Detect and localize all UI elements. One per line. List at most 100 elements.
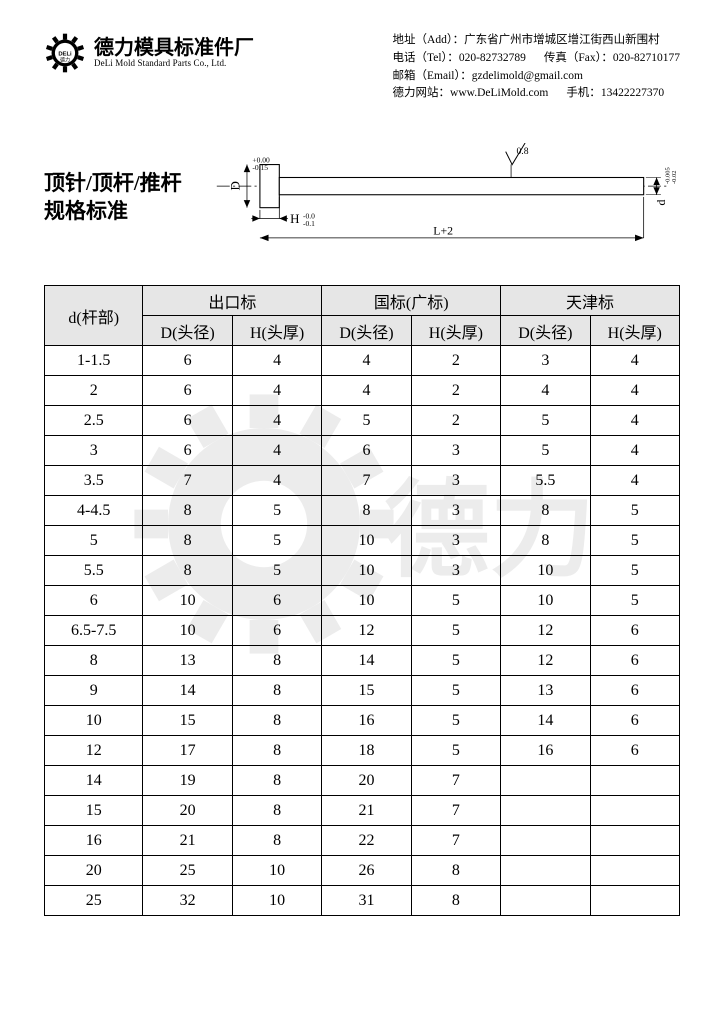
cell-g1H: 6 [232, 616, 321, 646]
cell-g3D: 10 [501, 556, 590, 586]
cell-g2H: 3 [411, 496, 500, 526]
cell-g2D: 12 [322, 616, 411, 646]
cell-g3H: 4 [590, 406, 679, 436]
company-name-en: DeLi Mold Standard Parts Co., Ltd. [94, 59, 254, 69]
cell-g3D: 14 [501, 706, 590, 736]
spec-table: d(杆部) 出口标 国标(广标) 天津标 D(头径) H(头厚) D(头径) H… [44, 285, 680, 916]
cell-g3H: 6 [590, 676, 679, 706]
cell-g3D [501, 856, 590, 886]
cell-g1D: 25 [143, 856, 232, 886]
cell-g2H: 5 [411, 586, 500, 616]
cell-g3H: 5 [590, 496, 679, 526]
cell-d: 10 [45, 706, 143, 736]
cell-g1H: 4 [232, 406, 321, 436]
table-row: 1-1.5644234 [45, 346, 680, 376]
fax: 020-82710177 [613, 52, 680, 64]
gear-logo-icon: DELi 德力 [44, 32, 86, 74]
cell-g2H: 2 [411, 346, 500, 376]
cell-g1D: 20 [143, 796, 232, 826]
cell-g2D: 21 [322, 796, 411, 826]
cell-g1H: 8 [232, 676, 321, 706]
cell-d: 6.5-7.5 [45, 616, 143, 646]
cell-g3H: 4 [590, 346, 679, 376]
cell-g3D [501, 826, 590, 856]
cell-g3D: 16 [501, 736, 590, 766]
cell-g3D: 5 [501, 406, 590, 436]
diagram-L-label: L+2 [433, 224, 453, 238]
th-g1H: H(头厚) [232, 316, 321, 346]
cell-g3H [590, 886, 679, 916]
cell-g3D: 5 [501, 436, 590, 466]
th-g2: 国标(广标) [322, 286, 501, 316]
cell-g1D: 8 [143, 556, 232, 586]
cell-g2H: 3 [411, 526, 500, 556]
title-line2: 规格标准 [44, 197, 182, 225]
address-label: 地址（Add）： [393, 34, 465, 46]
table-row: 4-4.5858385 [45, 496, 680, 526]
cell-g1H: 8 [232, 826, 321, 856]
tel-label: 电话（Tel）： [393, 52, 459, 64]
web-label: 德力网站： [393, 87, 451, 99]
table-row: 3646354 [45, 436, 680, 466]
cell-g2D: 20 [322, 766, 411, 796]
diagram-H-lower: -0.1 [303, 219, 315, 228]
cell-g2H: 8 [411, 886, 500, 916]
cell-g2D: 6 [322, 436, 411, 466]
table-row: 14198207 [45, 766, 680, 796]
cell-g3D [501, 766, 590, 796]
table-row: 2644244 [45, 376, 680, 406]
cell-g1D: 6 [143, 346, 232, 376]
table-row: 5.585103105 [45, 556, 680, 586]
cell-g2H: 5 [411, 706, 500, 736]
th-g2H: H(头厚) [411, 316, 500, 346]
cell-d: 3 [45, 436, 143, 466]
cell-g3H: 4 [590, 436, 679, 466]
th-d: d(杆部) [45, 286, 143, 346]
email-label: 邮箱（Email）： [393, 70, 472, 82]
table-row: 202510268 [45, 856, 680, 886]
cell-g1H: 4 [232, 376, 321, 406]
cell-d: 16 [45, 826, 143, 856]
cell-g3D: 10 [501, 586, 590, 616]
cell-d: 8 [45, 646, 143, 676]
cell-g2H: 8 [411, 856, 500, 886]
cell-g3H: 5 [590, 586, 679, 616]
cell-g1D: 10 [143, 616, 232, 646]
cell-g2H: 2 [411, 406, 500, 436]
cell-g3H [590, 826, 679, 856]
cell-d: 5.5 [45, 556, 143, 586]
cell-g2H: 5 [411, 736, 500, 766]
cell-g3H [590, 766, 679, 796]
cell-g1D: 15 [143, 706, 232, 736]
cell-g1D: 6 [143, 406, 232, 436]
cell-g3H: 6 [590, 736, 679, 766]
cell-g1H: 5 [232, 556, 321, 586]
contact-block: 地址（Add）：广东省广州市增城区增江街西山新围村 电话（Tel）：020-82… [393, 32, 680, 103]
table-row: 10158165146 [45, 706, 680, 736]
cell-g1D: 6 [143, 376, 232, 406]
ejector-pin-diagram: D +0.00 -0.15 H -0.0 -0.1 L+2 d - [206, 143, 680, 251]
cell-g2D: 10 [322, 556, 411, 586]
cell-g3H: 6 [590, 646, 679, 676]
cell-g2D: 4 [322, 376, 411, 406]
table-row: 9148155136 [45, 676, 680, 706]
diagram-roughness: 0.8 [516, 146, 528, 157]
cell-g3D: 8 [501, 526, 590, 556]
cell-g3D [501, 886, 590, 916]
cell-g1H: 4 [232, 346, 321, 376]
cell-g2H: 7 [411, 826, 500, 856]
cell-g2D: 10 [322, 586, 411, 616]
cell-d: 3.5 [45, 466, 143, 496]
diagram-D-label: D [227, 181, 242, 190]
logo-block: DELi 德力 德力模具标准件厂 DeLi Mold Standard Part… [44, 32, 254, 74]
cell-g2H: 7 [411, 766, 500, 796]
table-row: 2.5645254 [45, 406, 680, 436]
diagram-H-label: H [290, 211, 299, 226]
cell-g1H: 4 [232, 436, 321, 466]
cell-g2H: 5 [411, 616, 500, 646]
cell-d: 20 [45, 856, 143, 886]
cell-g3H: 6 [590, 706, 679, 736]
cell-g2D: 8 [322, 496, 411, 526]
cell-g2D: 10 [322, 526, 411, 556]
cell-g1D: 10 [143, 586, 232, 616]
